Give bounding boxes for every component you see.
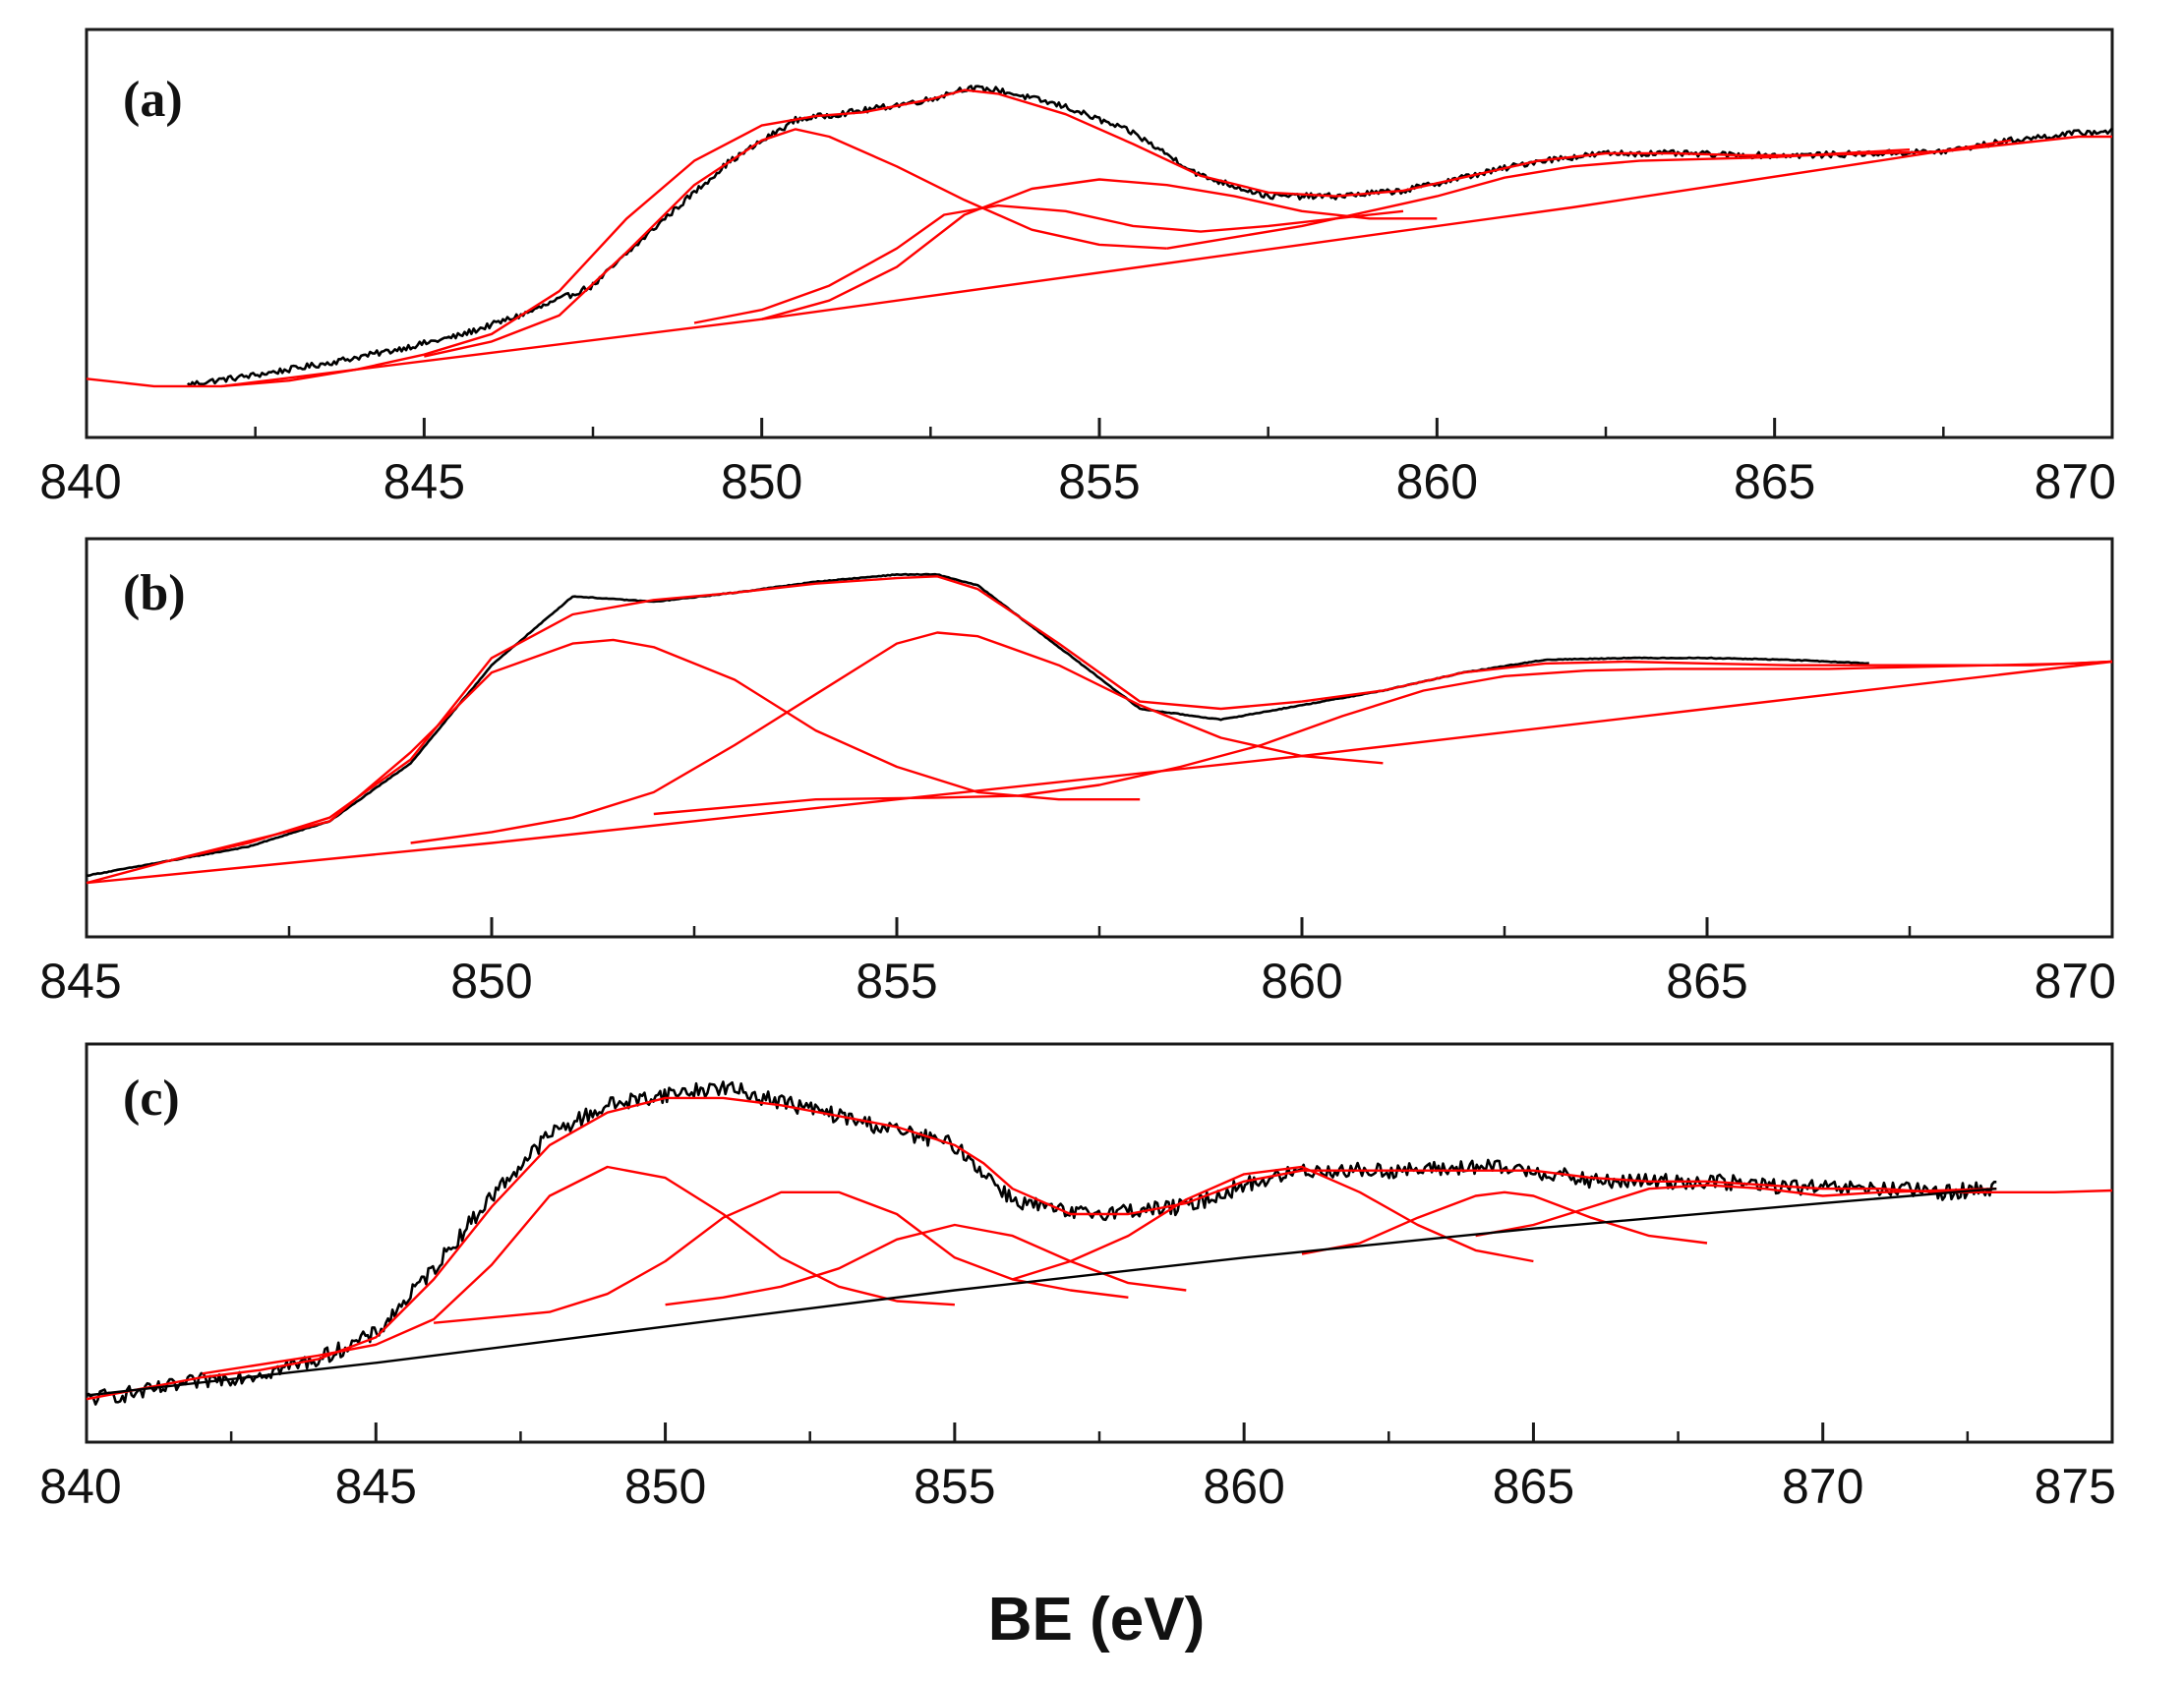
panel-c-series-envelope-fit	[86, 1096, 2113, 1401]
panel-a-tick-label: 845	[384, 454, 465, 509]
panel-c-label: (c)	[123, 1071, 180, 1127]
panel-c-series-component-852-ev	[433, 1190, 1129, 1324]
panel-b-tick-label: 865	[1666, 954, 1747, 1009]
panel-b-tick-label: 860	[1261, 954, 1342, 1009]
panel-b-tick-label: 850	[450, 954, 532, 1009]
panel-c-series-satellite-867-5-ev	[1475, 1184, 1997, 1238]
panel-c-tick-label: 845	[335, 1459, 417, 1514]
panel-c-tick-label: 840	[39, 1459, 121, 1514]
panel-a-series-satellite-861-5-ev	[1166, 148, 1911, 250]
panel-a-x-axis: 840 845 850 855 860 865 870	[39, 418, 2116, 509]
panel-a-series-component-850-5-ev	[424, 128, 1167, 358]
panel-b-series-raw-spectrum	[86, 572, 1869, 878]
panel-a-series-component-855-ev	[761, 178, 1438, 320]
panel-b-x-axis: 845 850 855 860 865 870	[39, 917, 2116, 1009]
panel-b-curves	[86, 572, 2113, 885]
panel-a-tick-label: 850	[721, 454, 802, 509]
panel-a: 840 845 850 855 860 865 870 (a)	[39, 28, 2116, 509]
panel-c-series-satellite-864-5-ev	[1301, 1190, 1708, 1255]
panel-c-series-component-849-ev	[202, 1165, 955, 1375]
panel-a-tick-label: 860	[1396, 454, 1478, 509]
panel-b-tick-label: 870	[2035, 954, 2116, 1009]
x-axis-title: BE (eV)	[988, 1586, 1205, 1654]
panel-c-series-component-855-ev	[665, 1223, 1187, 1306]
panel-b: 845 850 855 860 865 870 (b)	[39, 537, 2116, 1009]
panel-c: 840 845 850 855 860 865 870 875 (c)	[39, 1042, 2116, 1514]
panel-a-label: (a)	[123, 72, 183, 128]
panel-c-curves	[86, 1080, 2113, 1406]
panel-b-series-component-855-5-ev	[410, 631, 1384, 844]
panel-c-tick-label: 850	[624, 1459, 706, 1514]
panel-a-curves	[86, 85, 2114, 388]
panel-a-tick-label: 855	[1058, 454, 1140, 509]
panel-c-series-baseline	[86, 1188, 1997, 1397]
panel-b-series-component-851-5-ev	[167, 638, 1141, 863]
panel-c-tick-label: 855	[914, 1459, 995, 1514]
panel-a-tick-label: 840	[39, 454, 121, 509]
panel-a-tick-label: 870	[2035, 454, 2116, 509]
panel-a-series-component-853-ev	[693, 203, 1404, 324]
panel-c-x-axis: 840 845 850 855 860 865 870 875	[39, 1422, 2116, 1514]
panel-c-tick-label: 875	[2035, 1459, 2116, 1514]
panel-a-series-baseline	[221, 139, 2012, 388]
panel-c-tick-label: 860	[1203, 1459, 1284, 1514]
panel-c-tick-label: 865	[1493, 1459, 1574, 1514]
panel-a-tick-label: 865	[1734, 454, 1815, 509]
panel-b-tick-label: 845	[39, 954, 121, 1009]
panel-b-label: (b)	[123, 565, 186, 621]
panel-b-series-satellite-862-5-ev	[653, 660, 2113, 816]
panel-a-series-envelope-fit	[86, 88, 2112, 388]
panel-c-tick-label: 870	[1782, 1459, 1863, 1514]
panel-b-tick-label: 855	[856, 954, 937, 1009]
panel-b-series-baseline	[86, 660, 2113, 885]
